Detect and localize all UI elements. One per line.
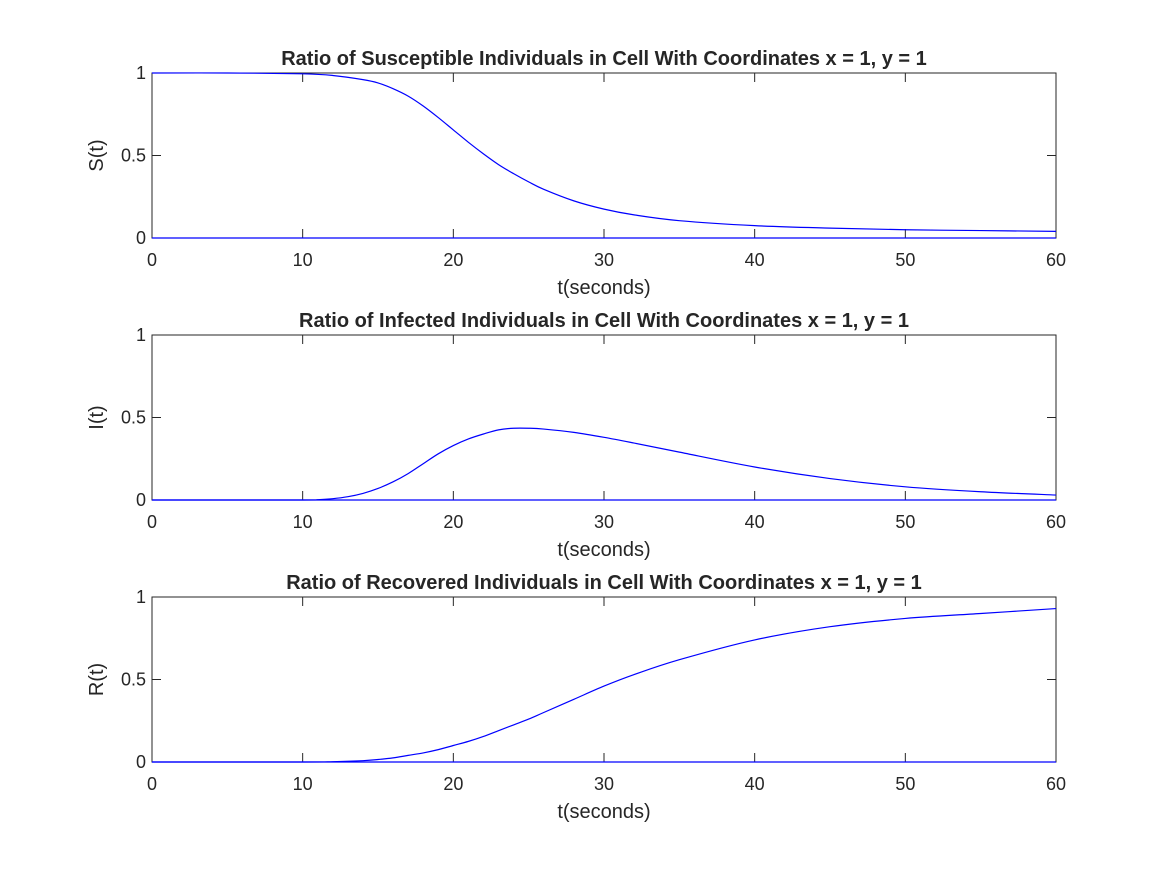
x-tick-label: 20	[443, 774, 463, 794]
x-tick-label: 60	[1046, 250, 1066, 270]
y-tick-label: 1	[136, 325, 146, 345]
y-tick-label: 0.5	[121, 408, 146, 428]
series-line-0	[151, 607, 1057, 763]
x-axis-label: t(seconds)	[557, 539, 650, 561]
x-tick-label: 40	[745, 250, 765, 270]
x-tick-label: 60	[1046, 774, 1066, 794]
subplot-susceptible: Ratio of Susceptible Individuals in Cell…	[86, 48, 1066, 299]
y-tick-label: 0.5	[121, 670, 146, 690]
x-tick-label: 0	[147, 512, 157, 532]
y-axis-label: I(t)	[86, 405, 108, 429]
x-axis-label: t(seconds)	[557, 277, 650, 299]
subplot-title: Ratio of Susceptible Individuals in Cell…	[281, 48, 927, 70]
y-axis-label: R(t)	[86, 663, 108, 696]
subplot-title: Ratio of Recovered Individuals in Cell W…	[286, 572, 922, 594]
x-tick-label: 0	[147, 250, 157, 270]
x-tick-label: 30	[594, 774, 614, 794]
series-line-0	[151, 72, 1057, 232]
x-tick-label: 20	[443, 512, 463, 532]
x-tick-label: 50	[895, 250, 915, 270]
y-axis-label: S(t)	[86, 139, 108, 171]
x-tick-label: 40	[745, 774, 765, 794]
x-tick-label: 10	[293, 250, 313, 270]
y-tick-label: 0	[136, 490, 146, 510]
subplot-infected: Ratio of Infected Individuals in Cell Wi…	[86, 310, 1066, 561]
x-tick-label: 50	[895, 774, 915, 794]
subplot-title: Ratio of Infected Individuals in Cell Wi…	[299, 310, 909, 332]
x-tick-label: 30	[594, 512, 614, 532]
x-tick-label: 30	[594, 250, 614, 270]
x-tick-label: 40	[745, 512, 765, 532]
series-line-0	[151, 427, 1057, 501]
subplot-recovered: Ratio of Recovered Individuals in Cell W…	[86, 572, 1066, 823]
y-tick-label: 0.5	[121, 146, 146, 166]
x-tick-label: 60	[1046, 512, 1066, 532]
x-tick-label: 10	[293, 774, 313, 794]
x-tick-label: 0	[147, 774, 157, 794]
x-axis-label: t(seconds)	[557, 801, 650, 823]
x-tick-label: 50	[895, 512, 915, 532]
y-tick-label: 0	[136, 228, 146, 248]
x-tick-label: 20	[443, 250, 463, 270]
y-tick-label: 1	[136, 63, 146, 83]
y-tick-label: 0	[136, 752, 146, 772]
x-tick-label: 10	[293, 512, 313, 532]
y-tick-label: 1	[136, 587, 146, 607]
